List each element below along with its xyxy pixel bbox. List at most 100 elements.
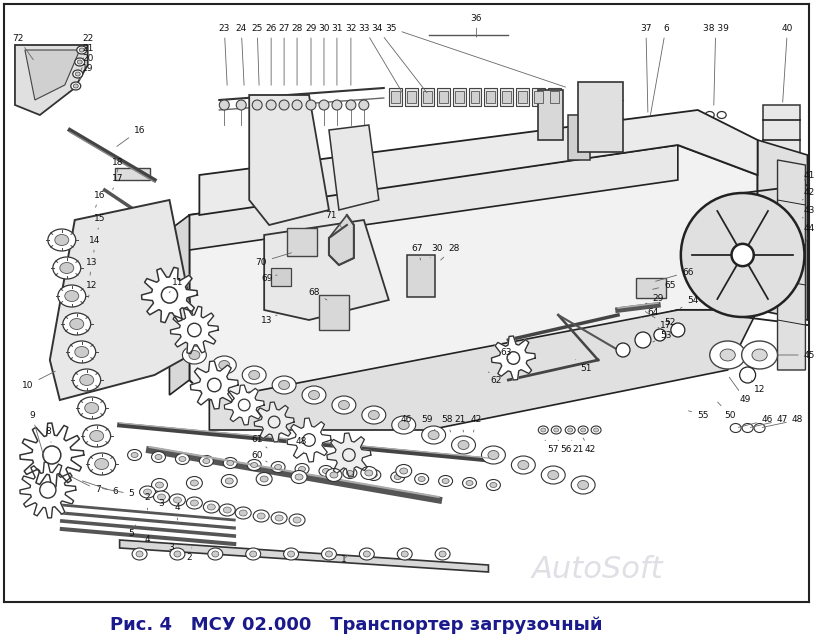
Ellipse shape: [203, 459, 210, 464]
Polygon shape: [327, 433, 370, 477]
Ellipse shape: [571, 476, 595, 494]
Polygon shape: [170, 215, 189, 395]
Ellipse shape: [293, 517, 301, 523]
Circle shape: [671, 323, 685, 337]
Circle shape: [43, 446, 61, 464]
Text: 2: 2: [144, 493, 150, 510]
Ellipse shape: [75, 72, 80, 76]
Ellipse shape: [717, 111, 726, 118]
Text: 72: 72: [12, 33, 33, 60]
Bar: [518, 91, 527, 103]
Text: 36: 36: [471, 14, 482, 37]
Circle shape: [207, 378, 221, 392]
Ellipse shape: [401, 551, 408, 557]
Ellipse shape: [359, 548, 375, 560]
Ellipse shape: [64, 290, 79, 301]
Text: 12: 12: [752, 380, 765, 395]
Ellipse shape: [224, 507, 231, 513]
Ellipse shape: [212, 356, 237, 374]
Ellipse shape: [190, 480, 198, 486]
Ellipse shape: [75, 346, 89, 357]
Circle shape: [731, 244, 754, 266]
Ellipse shape: [568, 428, 573, 432]
Ellipse shape: [289, 514, 305, 526]
Ellipse shape: [153, 491, 170, 503]
Text: 47: 47: [751, 415, 788, 428]
Text: 58: 58: [441, 415, 452, 432]
Ellipse shape: [256, 473, 272, 486]
Ellipse shape: [435, 548, 450, 560]
Text: 42: 42: [802, 187, 815, 200]
Ellipse shape: [326, 551, 332, 557]
Ellipse shape: [152, 451, 166, 462]
Ellipse shape: [391, 471, 405, 482]
Bar: [579, 82, 623, 152]
Text: 14: 14: [89, 236, 100, 252]
Ellipse shape: [188, 350, 200, 359]
Text: 21: 21: [455, 415, 466, 432]
Ellipse shape: [225, 478, 233, 484]
Text: 46: 46: [401, 415, 415, 430]
Ellipse shape: [78, 397, 105, 419]
Ellipse shape: [287, 551, 295, 557]
Bar: [287, 228, 317, 256]
Text: 38 39: 38 39: [703, 23, 729, 105]
Text: AutoSoft: AutoSoft: [532, 555, 663, 585]
Text: 16: 16: [117, 126, 145, 146]
Polygon shape: [287, 418, 331, 462]
Text: 15: 15: [94, 214, 105, 229]
Text: 41: 41: [804, 171, 815, 180]
Text: 24: 24: [236, 23, 247, 85]
Ellipse shape: [55, 234, 69, 245]
Text: 59: 59: [421, 415, 435, 430]
Ellipse shape: [77, 46, 86, 54]
Text: 42: 42: [583, 438, 596, 455]
Ellipse shape: [183, 346, 206, 364]
Polygon shape: [171, 307, 219, 354]
Ellipse shape: [295, 464, 309, 475]
Ellipse shape: [539, 426, 548, 434]
Polygon shape: [210, 310, 757, 430]
Text: 20: 20: [81, 53, 93, 70]
Polygon shape: [20, 423, 84, 487]
Ellipse shape: [363, 551, 370, 557]
Ellipse shape: [75, 58, 85, 66]
Ellipse shape: [591, 426, 601, 434]
Text: 3: 3: [169, 538, 177, 553]
Text: 40: 40: [782, 23, 793, 102]
Ellipse shape: [415, 473, 428, 484]
Text: 54: 54: [681, 296, 698, 308]
Bar: [455, 91, 463, 103]
Ellipse shape: [175, 453, 189, 464]
Text: 11: 11: [169, 278, 183, 293]
Text: 4: 4: [144, 530, 152, 544]
Text: 64: 64: [640, 307, 659, 318]
Ellipse shape: [518, 460, 529, 469]
Text: 71: 71: [326, 211, 342, 228]
Text: 63: 63: [501, 348, 512, 360]
Text: 28: 28: [291, 23, 303, 85]
Ellipse shape: [136, 551, 143, 557]
Text: 44: 44: [804, 223, 815, 242]
Text: 43: 43: [802, 205, 815, 218]
Ellipse shape: [439, 551, 446, 557]
Ellipse shape: [73, 70, 82, 78]
Bar: [405, 88, 418, 106]
Ellipse shape: [644, 119, 652, 125]
Ellipse shape: [131, 453, 138, 457]
Bar: [453, 88, 465, 106]
Ellipse shape: [246, 548, 260, 560]
Text: 34: 34: [371, 23, 427, 93]
Circle shape: [220, 100, 229, 110]
Polygon shape: [329, 215, 354, 265]
Ellipse shape: [752, 349, 767, 361]
Text: 61: 61: [251, 435, 267, 448]
Text: 21: 21: [572, 440, 584, 455]
Bar: [406, 255, 435, 297]
Ellipse shape: [247, 460, 261, 471]
Polygon shape: [778, 160, 805, 370]
Ellipse shape: [422, 426, 446, 444]
Ellipse shape: [326, 468, 342, 482]
Bar: [388, 88, 401, 106]
Ellipse shape: [219, 361, 230, 370]
